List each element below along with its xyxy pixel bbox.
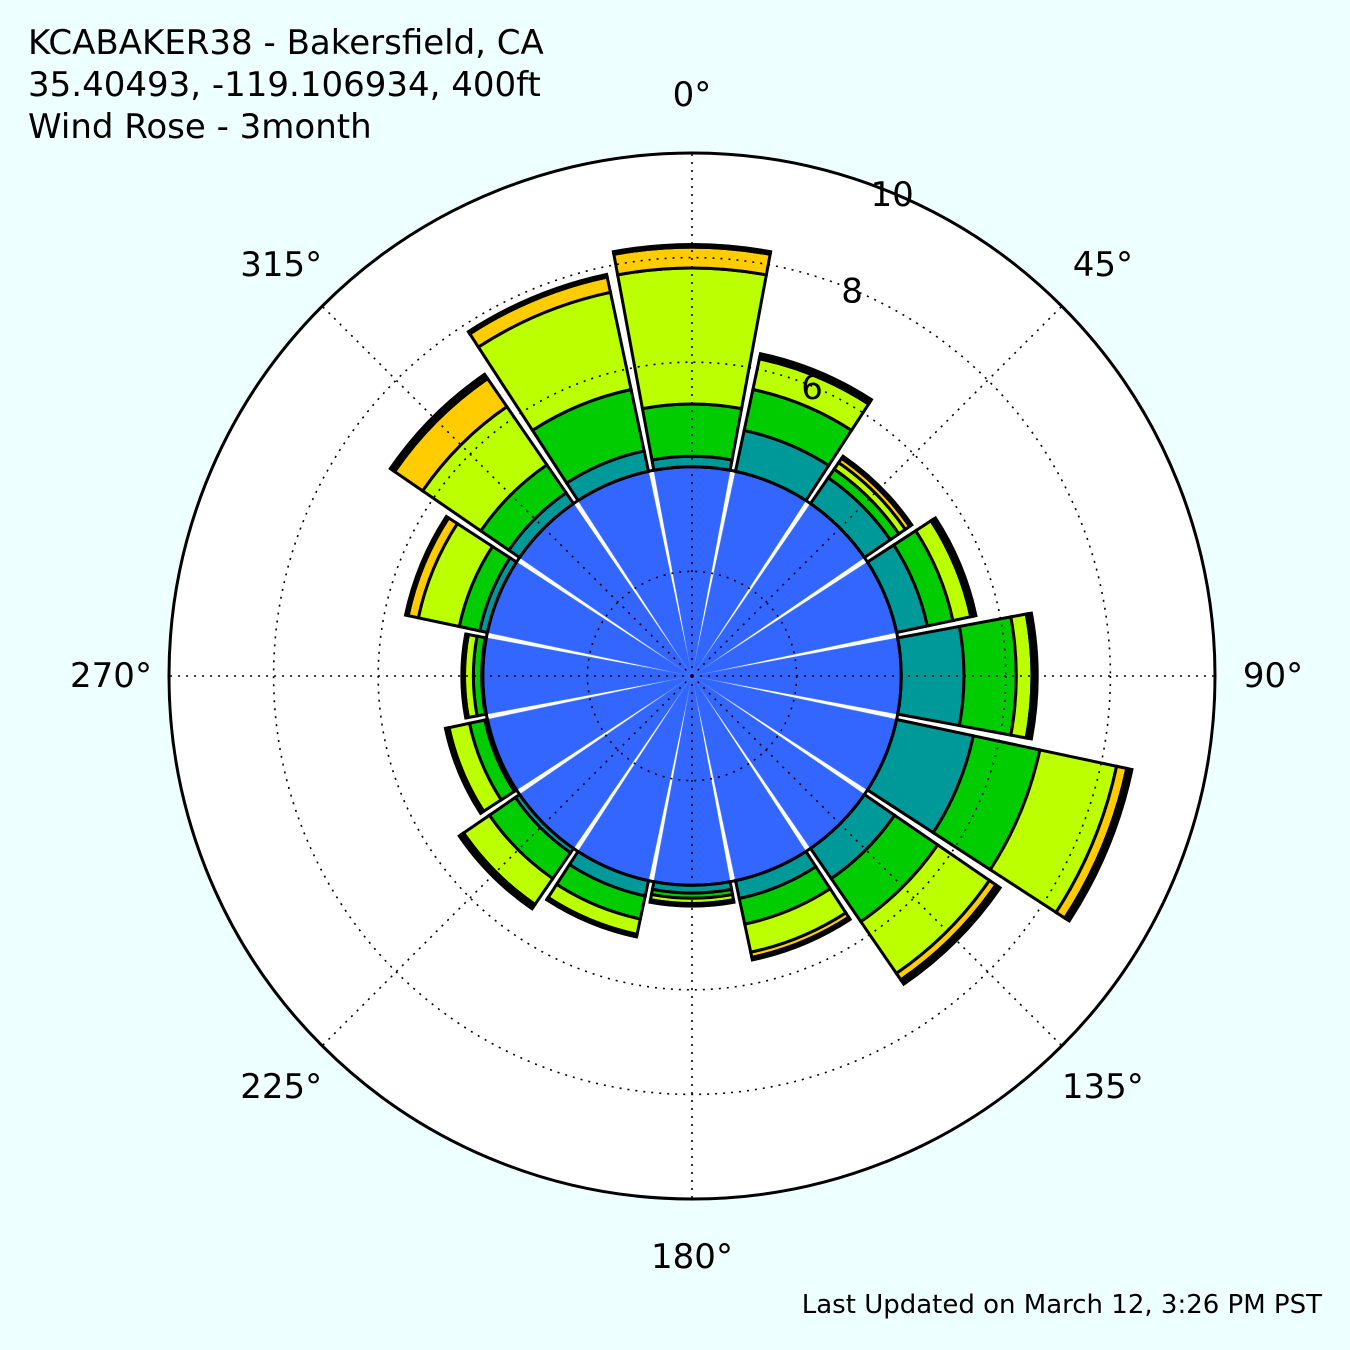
angle-label-135: 135° <box>1062 1067 1144 1107</box>
polar-grid <box>167 151 1217 1201</box>
angle-label-0: 0° <box>673 75 712 115</box>
chart-subtitle: Wind Rose - 3month <box>28 107 372 147</box>
radial-tick-label-8: 8 <box>841 271 863 311</box>
wedge-NNE-band-6 <box>758 351 874 404</box>
angle-label-315: 315° <box>240 245 322 285</box>
wedge-E-band-6 <box>1027 611 1039 741</box>
wedge-SSE-band-6 <box>750 915 853 962</box>
wedge-NE-band-6 <box>839 454 914 529</box>
angle-label-45: 45° <box>1073 245 1133 285</box>
angle-label-225: 225° <box>240 1067 322 1107</box>
polar-frame <box>167 151 1217 1201</box>
chart-title-block: KCABAKER38 - Bakersfield, CA 35.40493, -… <box>28 22 544 148</box>
polar-labels: 0° 45° 90° 135° 180° 225° 270° 315° 6 8 10 <box>70 75 1303 1277</box>
wedge-WNW-band-6 <box>403 514 451 618</box>
wedge-SSW-band-6 <box>544 896 639 939</box>
station-title: KCABAKER38 - Bakersfield, CA <box>28 23 544 63</box>
wedge-WSW-band-6 <box>443 726 484 816</box>
angle-label-270: 270° <box>70 656 152 696</box>
wedge-ESE-band-6 <box>1062 766 1134 924</box>
wedge-W-band-6 <box>460 632 469 720</box>
wedge-NW-band-6 <box>388 372 490 474</box>
angle-label-180: 180° <box>651 1237 733 1277</box>
radial-tick-label-10: 10 <box>871 175 914 215</box>
wedge-E-band-2 <box>895 624 966 728</box>
wedge-S-band-6 <box>648 899 736 908</box>
radial-gridline-8 <box>272 256 1112 1096</box>
wedge-SE-band-6 <box>898 882 1003 987</box>
wedge-SW-band-6 <box>457 832 536 911</box>
angle-label-90: 90° <box>1243 656 1303 696</box>
wedge-NNW-band-6 <box>466 272 609 336</box>
wedge-N-band-6 <box>611 243 773 257</box>
wedge-ENE-band-6 <box>931 515 978 618</box>
last-updated-note: Last Updated on March 12, 3:26 PM PST <box>801 1290 1322 1320</box>
wedge-E-band-3 <box>957 615 1018 737</box>
station-coords: 35.40493, -119.106934, 400ft <box>28 65 541 105</box>
radial-tick-label-6: 6 <box>801 368 823 408</box>
